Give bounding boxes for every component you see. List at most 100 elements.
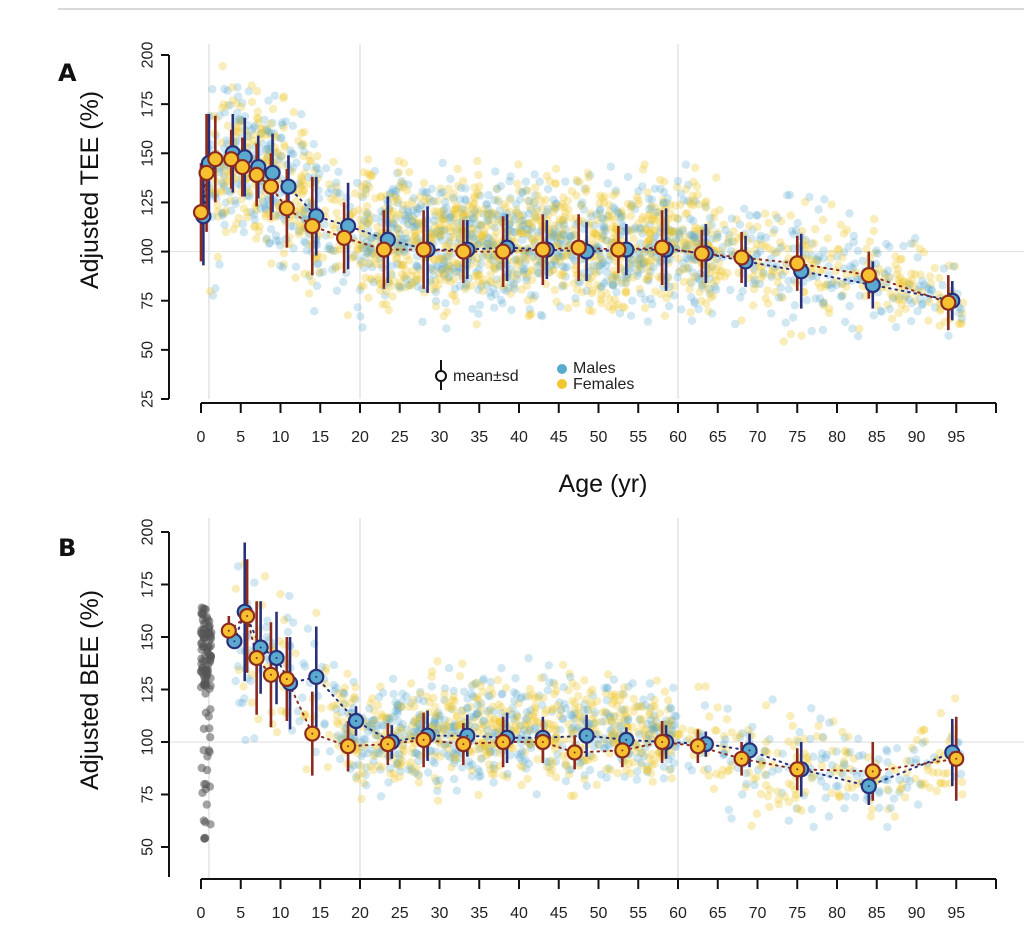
female-participant-point [916, 244, 925, 254]
female-participant-point [517, 780, 526, 790]
male-participant-point [360, 253, 370, 262]
female-participant-point [598, 229, 607, 239]
male-participant-point [768, 695, 777, 704]
male-participant-point [450, 284, 460, 293]
male-participant-point [482, 233, 492, 242]
male-participant-point [271, 236, 281, 245]
female-participant-point [635, 262, 645, 271]
male-participant-point [561, 272, 570, 281]
male-participant-point [438, 187, 447, 197]
male-participant-point [321, 231, 330, 240]
female-participant-point [301, 211, 310, 221]
female-participant-point [304, 151, 314, 160]
female-participant-point [924, 316, 933, 325]
female-participant-point [710, 208, 719, 217]
male-participant-point [238, 98, 247, 108]
female-participant-point [310, 166, 319, 175]
female-participant-point [268, 104, 278, 114]
female-participant-point [764, 218, 773, 227]
infant-point [202, 612, 211, 622]
female-participant-point [682, 263, 691, 272]
male-participant-point [839, 248, 849, 257]
male-participant-point [380, 291, 390, 300]
male-participant-point [553, 238, 563, 247]
male-participant-point [756, 231, 765, 240]
female-participant-point [582, 695, 591, 704]
female-participant-point [297, 129, 306, 138]
panel-b-label: B [58, 534, 76, 562]
female-participant-point [361, 207, 370, 217]
male-participant-point [927, 286, 936, 295]
male-participant-point [687, 766, 697, 775]
y-tick-label: 175 [140, 571, 157, 598]
male-participant-point [276, 134, 285, 143]
male-participant-point [273, 199, 282, 208]
male-participant-point [482, 199, 491, 208]
female-participant-point [652, 676, 662, 685]
female-participant-point [709, 213, 718, 222]
female-participant-point [765, 802, 774, 812]
male-participant-point [559, 262, 568, 271]
female-participant-point [801, 242, 810, 251]
female-participant-point [390, 276, 399, 286]
male-participant-point [471, 679, 480, 688]
male-participant-point [427, 263, 436, 272]
female-participant-point [235, 117, 244, 127]
male-participant-point [638, 229, 647, 238]
male-participant-point [385, 764, 395, 773]
male-participant-point [498, 299, 507, 308]
female-participant-point [247, 698, 256, 707]
male-participant-point [824, 812, 834, 821]
male-participant-point [274, 155, 284, 165]
female-participant-point [252, 87, 262, 96]
male-participant-point [938, 281, 947, 290]
female-participant-point [792, 735, 801, 745]
female-participant-point [433, 657, 442, 666]
male-participant-point [686, 214, 695, 224]
female-participant-point [371, 254, 380, 263]
male-participant-point [519, 250, 529, 260]
male-participant-point [339, 277, 348, 287]
x-tick-label: 65 [709, 905, 727, 922]
female-participant-point [549, 266, 558, 275]
x-tick-label: 45 [550, 429, 568, 446]
female-participant-point [513, 254, 522, 264]
female-participant-point [300, 128, 309, 137]
female-participant-point [895, 295, 904, 304]
male-participant-point [443, 253, 452, 262]
male-participant-point [640, 295, 650, 304]
males-mean-center-dot [466, 734, 469, 737]
male-participant-point [356, 312, 365, 321]
female-participant-point [910, 296, 920, 305]
x-tick-label: 75 [788, 429, 806, 446]
male-participant-point [429, 216, 439, 226]
male-participant-point [278, 120, 287, 130]
female-participant-point [672, 214, 682, 223]
female-participant-point [693, 233, 702, 243]
female-participant-point [350, 189, 360, 198]
male-participant-point [433, 263, 442, 272]
female-participant-point [448, 222, 458, 231]
females-mean-point [278, 200, 295, 217]
female-participant-point [610, 228, 619, 237]
female-participant-point [646, 235, 655, 244]
male-participant-point [489, 778, 498, 787]
male-participant-point [552, 260, 561, 269]
male-participant-point [409, 194, 418, 203]
male-participant-point [841, 317, 850, 327]
female-participant-point [272, 147, 281, 157]
females-mean-center-dot [246, 615, 249, 617]
male-participant-point [659, 199, 668, 208]
male-participant-point [630, 204, 640, 214]
female-participant-point [688, 191, 697, 200]
male-participant-point [281, 117, 290, 126]
female-participant-point [717, 266, 727, 276]
female-participant-point [580, 775, 589, 784]
male-participant-point [334, 167, 343, 176]
male-participant-point [664, 302, 674, 311]
x-tick-label: 10 [272, 905, 290, 922]
female-participant-point [892, 270, 902, 279]
male-participant-point [522, 273, 532, 282]
male-participant-point [444, 664, 454, 673]
male-participant-point [750, 780, 759, 790]
